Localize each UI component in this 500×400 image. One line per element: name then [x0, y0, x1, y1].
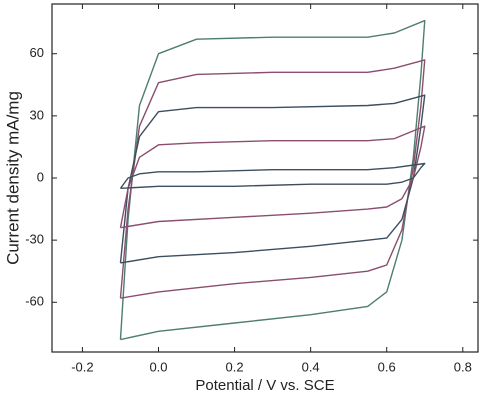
x-tick-label: -0.2 [71, 359, 93, 374]
x-tick-label: 0.8 [454, 359, 472, 374]
x-tick-label: 0.2 [226, 359, 244, 374]
x-tick-label: 0.0 [149, 359, 167, 374]
cv-curve [119, 125, 426, 229]
y-tick-label: -60 [25, 294, 44, 309]
y-axis-label: Current density mA/mg [3, 91, 22, 265]
x-tick-label: 0.4 [302, 359, 320, 374]
y-tick-label: 0 [37, 169, 44, 184]
y-tick-label: 30 [30, 107, 44, 122]
cv-curve [119, 59, 426, 299]
cv-curve [119, 162, 426, 190]
y-tick-label: 60 [30, 45, 44, 60]
cv-curve [119, 19, 426, 341]
cv-curve [119, 94, 426, 264]
x-tick-label: 0.6 [378, 359, 396, 374]
x-axis-label: Potential / V vs. SCE [195, 377, 334, 394]
y-tick-label: -30 [25, 232, 44, 247]
